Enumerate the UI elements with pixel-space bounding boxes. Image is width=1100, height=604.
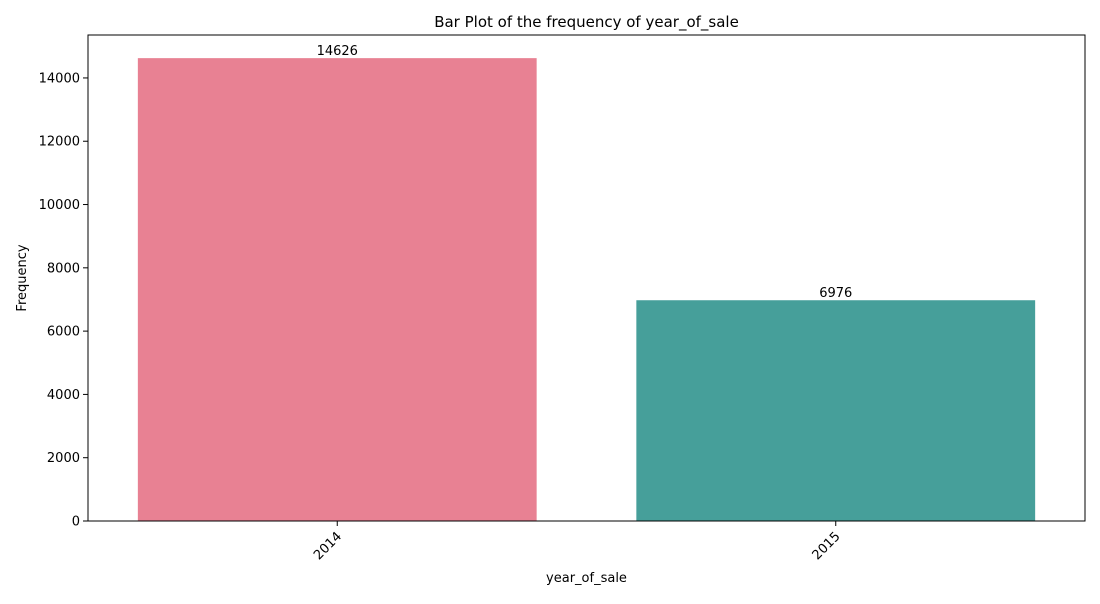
y-tick-label: 6000 [47,325,80,340]
x-tick-label: 2014 [311,529,345,563]
x-axis-label: year_of_sale [546,571,627,586]
y-tick-label: 8000 [47,261,80,276]
bar-2014 [137,58,537,521]
y-tick-label: 12000 [39,135,80,150]
bar-data-label-2015: 6976 [819,286,852,301]
x-axis: 2014 2015 [311,521,844,563]
y-tick-label: 2000 [47,451,80,466]
bar-data-label-2014: 14626 [317,44,358,59]
x-tick-label: 2015 [810,529,844,563]
y-tick-label: 0 [72,515,80,530]
y-tick-label: 14000 [39,71,80,86]
bar-2015 [636,300,1036,521]
chart-title: Bar Plot of the frequency of year_of_sal… [434,13,739,32]
y-tick-label: 4000 [47,388,80,403]
y-axis-label: Frequency [15,244,30,311]
y-axis: 0 2000 4000 6000 8000 10000 12000 14000 [39,71,88,530]
plot-frame [87,34,1086,522]
y-tick-label: 10000 [39,198,80,213]
plot-layer: 14626 6976 [137,44,1036,521]
